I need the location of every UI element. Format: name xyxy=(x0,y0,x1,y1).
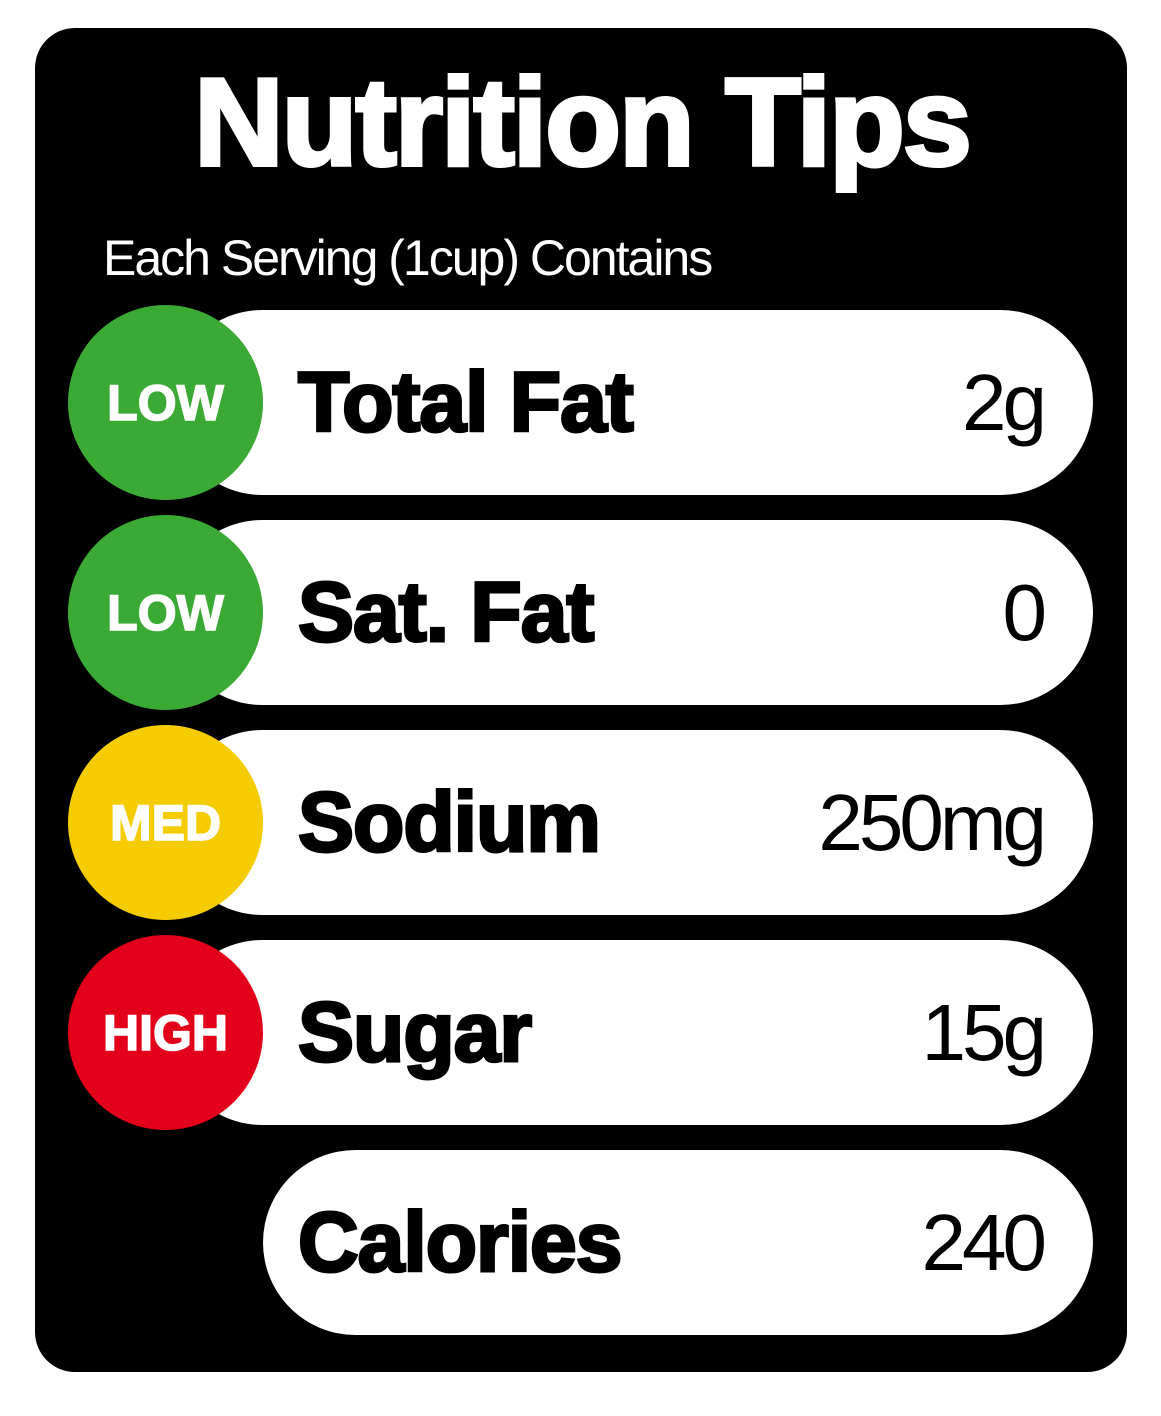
row-sodium xyxy=(170,730,1093,915)
row-label: Sugar xyxy=(296,984,533,1081)
level-badge-low: LOW xyxy=(68,515,263,710)
row-label: Total Fat xyxy=(297,354,636,451)
page-title: Nutrition Tips xyxy=(192,52,974,194)
row-label: Calories xyxy=(297,1194,624,1291)
row-value: 240 xyxy=(921,1198,1048,1287)
row-total-fat xyxy=(170,310,1093,495)
row-calories xyxy=(263,1150,1093,1335)
row-sugar xyxy=(170,940,1093,1125)
row-label: Sodium xyxy=(297,774,603,871)
row-value: 15g xyxy=(921,988,1048,1077)
row-value: 0 xyxy=(1002,568,1047,657)
row-value: 250mg xyxy=(818,778,1047,867)
row-label: Sat. Fat xyxy=(296,564,595,661)
level-badge-med: MED xyxy=(68,725,263,920)
level-badge-low: LOW xyxy=(68,305,263,500)
level-badge-high: HIGH xyxy=(68,935,263,1130)
serving-subtitle: Each Serving (1cup) Contains xyxy=(103,230,713,286)
row-value: 2g xyxy=(962,358,1047,447)
row-sat-fat xyxy=(170,520,1093,705)
